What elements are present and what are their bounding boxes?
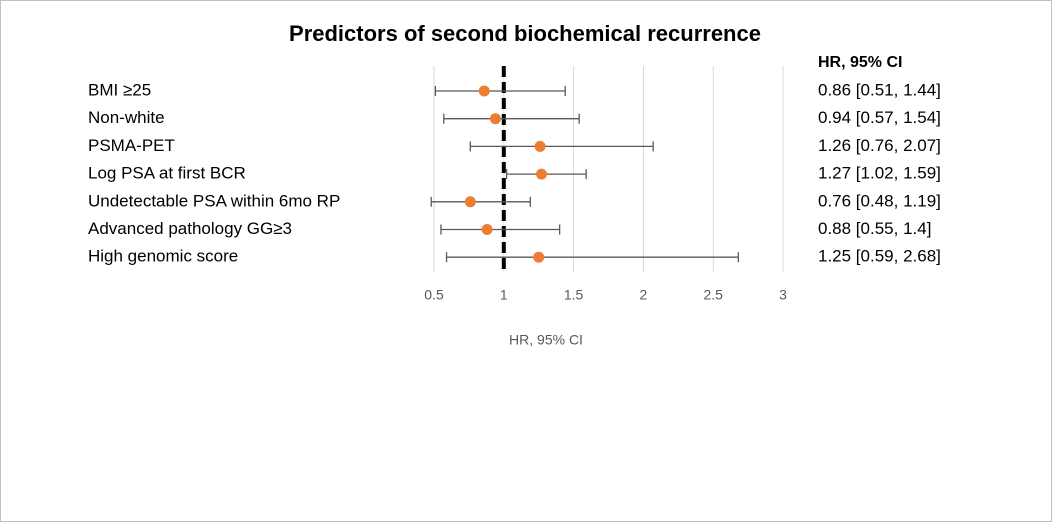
x-tick-label: 2 [640,287,648,303]
chart-title: Predictors of second biochemical recurre… [289,21,761,46]
value-label: 0.76 [0.48, 1.19] [818,191,941,210]
x-tick-label: 2.5 [703,287,723,303]
value-label: 0.94 [0.57, 1.54] [818,108,941,127]
hr-marker [534,140,546,152]
value-label: 1.25 [0.59, 2.68] [818,247,941,266]
category-label: Non-white [88,108,165,127]
column-header: HR, 95% CI [818,54,902,71]
hr-marker [535,168,547,180]
value-label: 1.26 [0.76, 2.07] [818,136,941,155]
category-label: Undetectable PSA within 6mo RP [88,191,340,210]
hr-marker [464,196,476,208]
hr-marker [489,113,501,125]
value-label: 0.88 [0.55, 1.4] [818,219,931,238]
category-label: BMI ≥25 [88,80,151,99]
value-label: 0.86 [0.51, 1.44] [818,80,941,99]
category-label: Log PSA at first BCR [88,164,246,183]
x-axis-label: HR, 95% CI [509,332,583,348]
hr-marker [533,251,545,263]
value-label: 1.27 [1.02, 1.59] [818,164,941,183]
category-label: High genomic score [88,247,238,266]
x-tick-label: 0.5 [424,287,444,303]
x-tick-label: 3 [779,287,787,303]
category-label: Advanced pathology GG≥3 [88,219,292,238]
category-label: PSMA-PET [88,136,175,155]
x-tick-label: 1.5 [564,287,584,303]
hr-marker [478,85,490,97]
hr-marker [481,224,493,235]
x-tick-label: 1 [500,287,508,303]
